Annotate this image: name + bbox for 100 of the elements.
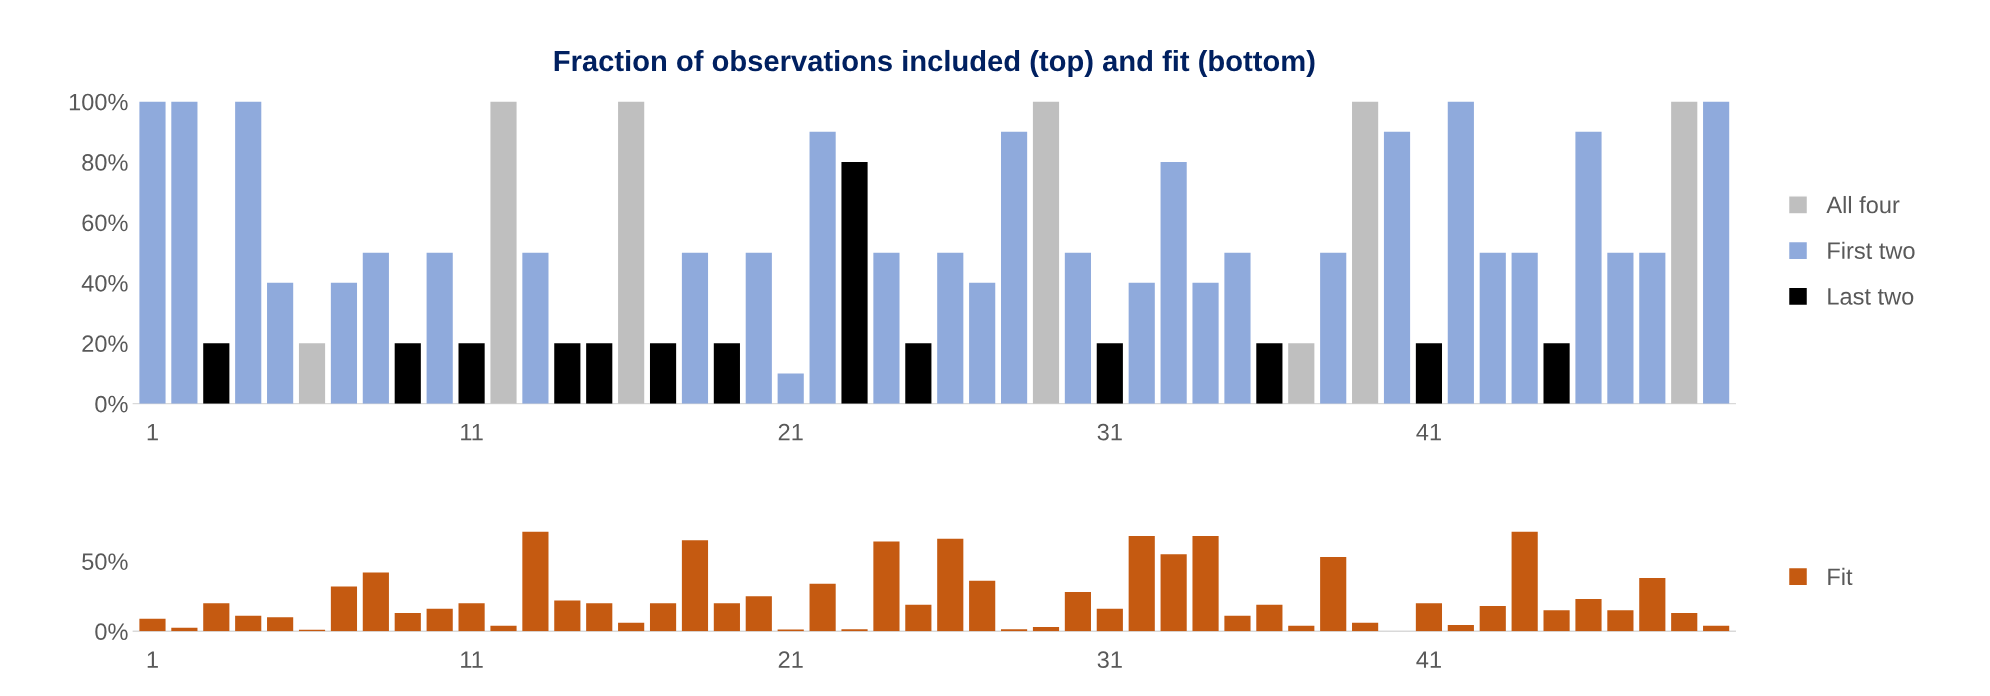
bar — [1543, 343, 1570, 404]
bar — [1639, 252, 1666, 404]
bar — [1192, 535, 1219, 632]
bar — [1128, 535, 1155, 632]
bar — [394, 613, 421, 632]
legend-label: First two — [1828, 241, 1915, 260]
bar — [1607, 252, 1634, 404]
bar — [1096, 608, 1123, 632]
chart-title: Fraction of observations included (top) and fit (bottom) — [554, 49, 1315, 78]
bar — [298, 343, 326, 404]
y-tick-label: 60% — [82, 214, 128, 232]
bar — [330, 586, 358, 632]
bar — [1703, 101, 1730, 404]
bar — [1288, 343, 1315, 404]
bar — [1511, 252, 1538, 404]
y-tick-label: 100% — [69, 93, 128, 111]
x-tick-label: 1 — [147, 651, 158, 668]
bar — [394, 343, 421, 404]
bar — [426, 608, 453, 632]
bar — [554, 343, 581, 404]
y-tick-label: 80% — [82, 154, 128, 171]
x-tick-label: 1 — [147, 423, 158, 441]
bar — [681, 252, 709, 404]
bar — [1447, 101, 1474, 404]
bar — [522, 531, 549, 632]
bar — [1032, 627, 1060, 632]
bar — [490, 101, 517, 404]
bar — [937, 252, 964, 404]
bar — [1511, 531, 1538, 632]
bar — [1479, 606, 1506, 632]
bar — [267, 617, 294, 632]
bar — [1128, 282, 1155, 404]
bar — [426, 252, 453, 404]
bar — [1671, 613, 1698, 632]
bar — [458, 603, 485, 632]
bar — [777, 373, 804, 404]
bar — [873, 252, 900, 404]
bar — [1575, 131, 1602, 404]
bar — [1256, 343, 1283, 404]
bar — [1160, 554, 1187, 632]
x-tick-label: 41 — [1416, 651, 1441, 668]
bar — [139, 618, 166, 632]
bar — [1256, 604, 1283, 632]
y-tick-label: 0% — [95, 395, 128, 413]
bar — [1383, 131, 1411, 404]
bar — [809, 131, 836, 404]
bar — [1160, 162, 1187, 404]
bar — [458, 343, 485, 404]
bar — [618, 101, 645, 404]
bar — [1032, 101, 1060, 404]
legend-label: Last two — [1828, 288, 1914, 305]
bar — [1224, 252, 1251, 404]
legend-label: Fit — [1828, 567, 1853, 586]
x-tick-label: 31 — [1097, 651, 1122, 669]
bar — [969, 580, 996, 632]
x-tick-label: 31 — [1097, 423, 1122, 441]
bar — [139, 101, 166, 404]
y-tick-label: 50% — [82, 553, 128, 570]
bar — [969, 282, 996, 404]
bar — [1192, 282, 1219, 404]
bar — [1639, 578, 1666, 632]
x-tick-label: 21 — [778, 651, 803, 668]
x-tick-label: 11 — [461, 423, 483, 441]
x-tick-label: 11 — [461, 651, 483, 668]
bar — [1447, 624, 1474, 632]
y-tick-label: 20% — [82, 335, 128, 353]
bar — [1671, 101, 1698, 404]
bar — [905, 604, 932, 632]
bar — [1352, 622, 1379, 632]
bar — [681, 540, 709, 632]
bar — [1064, 252, 1091, 404]
bar — [1479, 252, 1506, 404]
bar — [362, 252, 389, 404]
bar — [203, 343, 230, 404]
bar — [235, 615, 262, 632]
bar — [745, 252, 772, 404]
bar — [873, 541, 900, 632]
bar — [649, 343, 677, 404]
bar — [235, 101, 262, 404]
bar — [586, 603, 613, 632]
bar — [1415, 603, 1443, 632]
bar — [713, 343, 740, 404]
bar — [1224, 615, 1251, 632]
bar — [1352, 101, 1379, 404]
bar — [618, 622, 645, 632]
bar — [203, 603, 230, 632]
x-tick-label: 21 — [778, 423, 803, 441]
bar — [1607, 610, 1634, 632]
bar — [1064, 592, 1091, 632]
bar — [1001, 131, 1028, 404]
bar — [1096, 343, 1123, 404]
bar — [1415, 343, 1443, 404]
bar — [713, 603, 740, 632]
bar — [267, 282, 294, 404]
bar — [841, 162, 868, 404]
bar — [1575, 599, 1602, 632]
bar — [905, 343, 932, 404]
bar — [1543, 610, 1570, 632]
bar — [1320, 252, 1347, 404]
bar — [1320, 557, 1347, 632]
